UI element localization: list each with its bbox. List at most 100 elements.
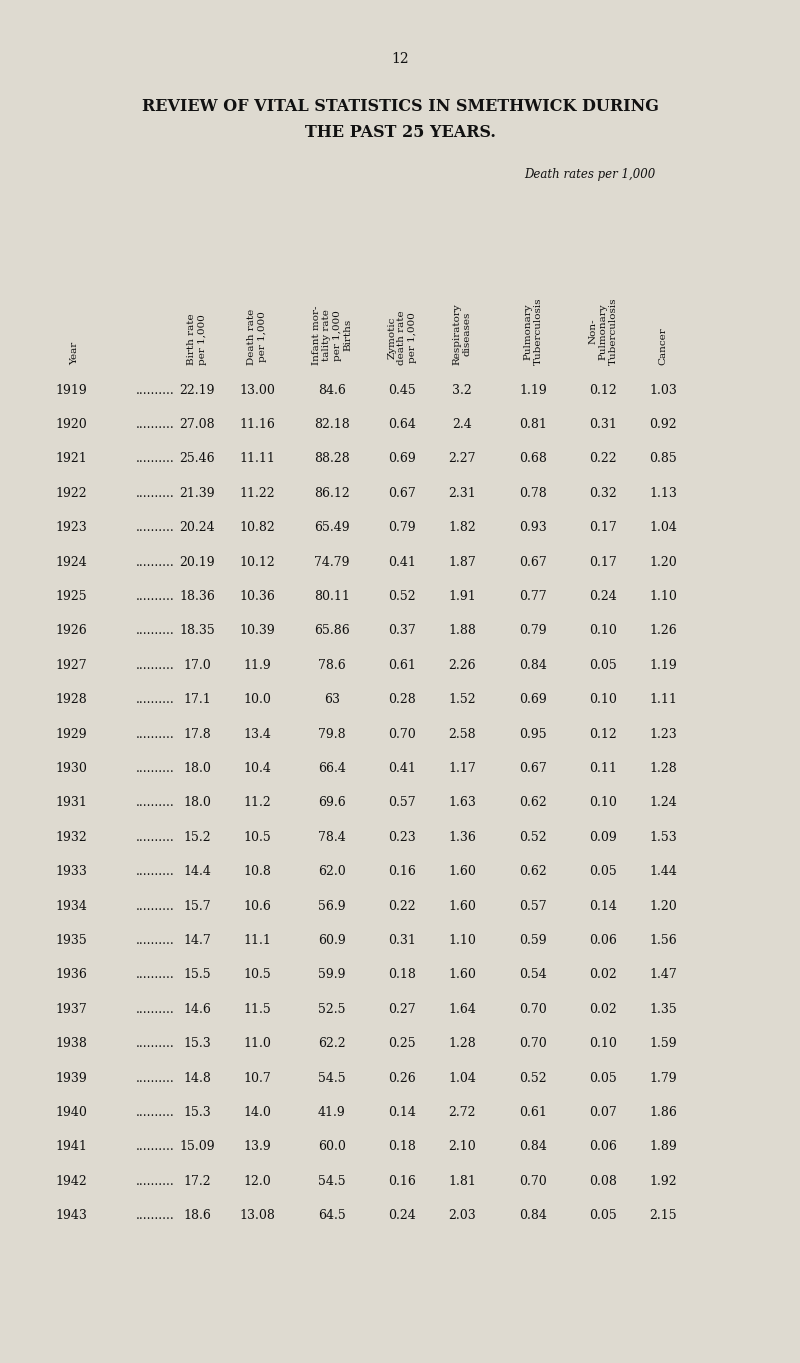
Text: 11.5: 11.5 <box>243 1003 271 1015</box>
Text: Non-
Pulmonary
Tuberculosis: Non- Pulmonary Tuberculosis <box>588 297 618 365</box>
Text: 1927: 1927 <box>55 658 86 672</box>
Text: 1.64: 1.64 <box>448 1003 476 1015</box>
Text: 0.02: 0.02 <box>589 1003 617 1015</box>
Text: 10.5: 10.5 <box>243 968 271 981</box>
Text: 88.28: 88.28 <box>314 453 350 465</box>
Text: ..........: .......... <box>136 934 174 947</box>
Text: ..........: .......... <box>136 1037 174 1050</box>
Text: ..........: .......... <box>136 1209 174 1223</box>
Text: 0.70: 0.70 <box>519 1003 547 1015</box>
Text: 54.5: 54.5 <box>318 1071 346 1085</box>
Text: 2.27: 2.27 <box>448 453 476 465</box>
Text: 1.56: 1.56 <box>649 934 677 947</box>
Text: 0.10: 0.10 <box>589 624 617 638</box>
Text: 0.69: 0.69 <box>519 694 547 706</box>
Text: ..........: .......... <box>136 1141 174 1153</box>
Text: 1.11: 1.11 <box>649 694 677 706</box>
Text: 0.22: 0.22 <box>589 453 617 465</box>
Text: 17.0: 17.0 <box>183 658 211 672</box>
Text: 0.52: 0.52 <box>519 830 547 844</box>
Text: 0.84: 0.84 <box>519 1209 547 1223</box>
Text: 11.9: 11.9 <box>243 658 271 672</box>
Text: 22.19: 22.19 <box>179 383 214 397</box>
Text: Birth rate
per 1,000: Birth rate per 1,000 <box>187 313 206 365</box>
Text: Death rate
per 1,000: Death rate per 1,000 <box>247 309 266 365</box>
Text: 0.62: 0.62 <box>519 796 547 810</box>
Text: 10.0: 10.0 <box>243 694 271 706</box>
Text: 1.10: 1.10 <box>448 934 476 947</box>
Text: 59.9: 59.9 <box>318 968 346 981</box>
Text: 10.36: 10.36 <box>239 590 275 602</box>
Text: REVIEW OF VITAL STATISTICS IN SMETHWICK DURING: REVIEW OF VITAL STATISTICS IN SMETHWICK … <box>142 98 658 114</box>
Text: 0.68: 0.68 <box>519 453 547 465</box>
Text: ..........: .......... <box>136 418 174 431</box>
Text: 12.0: 12.0 <box>243 1175 271 1187</box>
Text: 25.46: 25.46 <box>179 453 215 465</box>
Text: ..........: .......... <box>136 1175 174 1187</box>
Text: 54.5: 54.5 <box>318 1175 346 1187</box>
Text: 12: 12 <box>391 52 409 65</box>
Text: 2.4: 2.4 <box>452 418 472 431</box>
Text: ..........: .......... <box>136 487 174 500</box>
Text: 1939: 1939 <box>55 1071 86 1085</box>
Text: 0.23: 0.23 <box>388 830 416 844</box>
Text: 10.82: 10.82 <box>239 521 275 534</box>
Text: 0.05: 0.05 <box>589 866 617 878</box>
Text: ..........: .......... <box>136 694 174 706</box>
Text: 1.63: 1.63 <box>448 796 476 810</box>
Text: 15.2: 15.2 <box>183 830 211 844</box>
Text: 0.02: 0.02 <box>589 968 617 981</box>
Text: 0.45: 0.45 <box>388 383 416 397</box>
Text: 0.27: 0.27 <box>388 1003 416 1015</box>
Text: 1936: 1936 <box>55 968 87 981</box>
Text: 10.39: 10.39 <box>239 624 275 638</box>
Text: 1.53: 1.53 <box>649 830 677 844</box>
Text: 1.81: 1.81 <box>448 1175 476 1187</box>
Text: ..........: .......... <box>136 556 174 568</box>
Text: 56.9: 56.9 <box>318 900 346 912</box>
Text: 0.14: 0.14 <box>589 900 617 912</box>
Text: 0.79: 0.79 <box>519 624 547 638</box>
Text: 0.70: 0.70 <box>388 728 416 740</box>
Text: 1935: 1935 <box>55 934 86 947</box>
Text: 15.09: 15.09 <box>179 1141 215 1153</box>
Text: 15.3: 15.3 <box>183 1037 211 1050</box>
Text: 78.6: 78.6 <box>318 658 346 672</box>
Text: 1.44: 1.44 <box>649 866 677 878</box>
Text: Pulmonary
Tuberculosis: Pulmonary Tuberculosis <box>523 297 542 365</box>
Text: 1929: 1929 <box>55 728 86 740</box>
Text: 11.2: 11.2 <box>243 796 271 810</box>
Text: 1923: 1923 <box>55 521 86 534</box>
Text: 0.41: 0.41 <box>388 762 416 776</box>
Text: 0.05: 0.05 <box>589 658 617 672</box>
Text: 0.28: 0.28 <box>388 694 416 706</box>
Text: 0.81: 0.81 <box>519 418 547 431</box>
Text: 14.0: 14.0 <box>243 1105 271 1119</box>
Text: 0.93: 0.93 <box>519 521 547 534</box>
Text: 1921: 1921 <box>55 453 86 465</box>
Text: 10.8: 10.8 <box>243 866 271 878</box>
Text: 1924: 1924 <box>55 556 86 568</box>
Text: ..........: .......... <box>136 521 174 534</box>
Text: 1932: 1932 <box>55 830 86 844</box>
Text: THE PAST 25 YEARS.: THE PAST 25 YEARS. <box>305 124 495 140</box>
Text: 0.67: 0.67 <box>519 556 547 568</box>
Text: 1931: 1931 <box>55 796 87 810</box>
Text: 64.5: 64.5 <box>318 1209 346 1223</box>
Text: 0.10: 0.10 <box>589 694 617 706</box>
Text: 0.31: 0.31 <box>388 934 416 947</box>
Text: 0.17: 0.17 <box>589 556 617 568</box>
Text: 65.49: 65.49 <box>314 521 350 534</box>
Text: 1.03: 1.03 <box>649 383 677 397</box>
Text: 74.79: 74.79 <box>314 556 350 568</box>
Text: 0.18: 0.18 <box>388 968 416 981</box>
Text: 86.12: 86.12 <box>314 487 350 500</box>
Text: 0.32: 0.32 <box>589 487 617 500</box>
Text: 80.11: 80.11 <box>314 590 350 602</box>
Text: 0.84: 0.84 <box>519 658 547 672</box>
Text: 0.57: 0.57 <box>388 796 416 810</box>
Text: 2.10: 2.10 <box>448 1141 476 1153</box>
Text: 1.88: 1.88 <box>448 624 476 638</box>
Text: 0.12: 0.12 <box>589 383 617 397</box>
Text: 0.24: 0.24 <box>589 590 617 602</box>
